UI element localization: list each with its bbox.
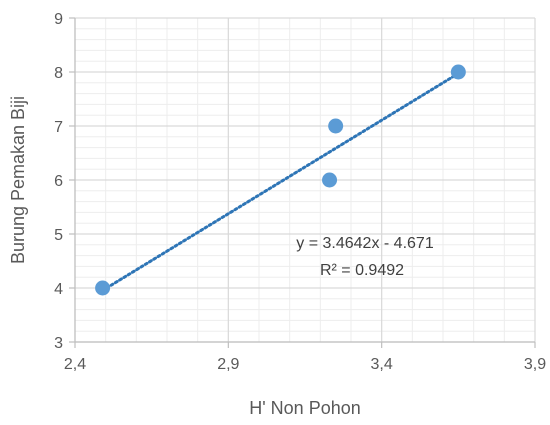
y-tick-label: 8 xyxy=(54,65,63,82)
x-tick-label: 3,4 xyxy=(371,356,393,373)
y-tick-label: 6 xyxy=(54,173,63,190)
data-point xyxy=(450,64,466,80)
data-point xyxy=(95,280,111,296)
y-tick-label: 7 xyxy=(54,119,63,136)
trendline-layer xyxy=(101,71,460,292)
x-tick-label: 2,4 xyxy=(64,356,86,373)
x-tick-label: 3,9 xyxy=(524,356,546,373)
x-axis-title: H' Non Pohon xyxy=(249,398,361,418)
axes xyxy=(69,17,536,348)
y-tick-labels: 3 4 5 6 7 8 9 xyxy=(54,11,63,352)
y-tick-label: 9 xyxy=(54,11,63,28)
r-squared-label: R² = 0.9492 xyxy=(320,262,404,279)
y-axis-title: Burung Pemakan Biji xyxy=(8,96,28,264)
data-point xyxy=(322,172,338,188)
y-tick-label: 4 xyxy=(54,281,63,298)
data-point xyxy=(328,118,344,134)
data-points xyxy=(95,64,466,296)
y-tick-label: 3 xyxy=(54,335,63,352)
trendline-equation: y = 3.4642x - 4.671 xyxy=(296,235,434,252)
x-tick-labels: 2,4 2,9 3,4 3,9 xyxy=(64,356,546,373)
y-tick-label: 5 xyxy=(54,227,63,244)
major-grid xyxy=(74,17,536,343)
trendline xyxy=(101,71,460,292)
x-tick-label: 2,9 xyxy=(217,356,239,373)
